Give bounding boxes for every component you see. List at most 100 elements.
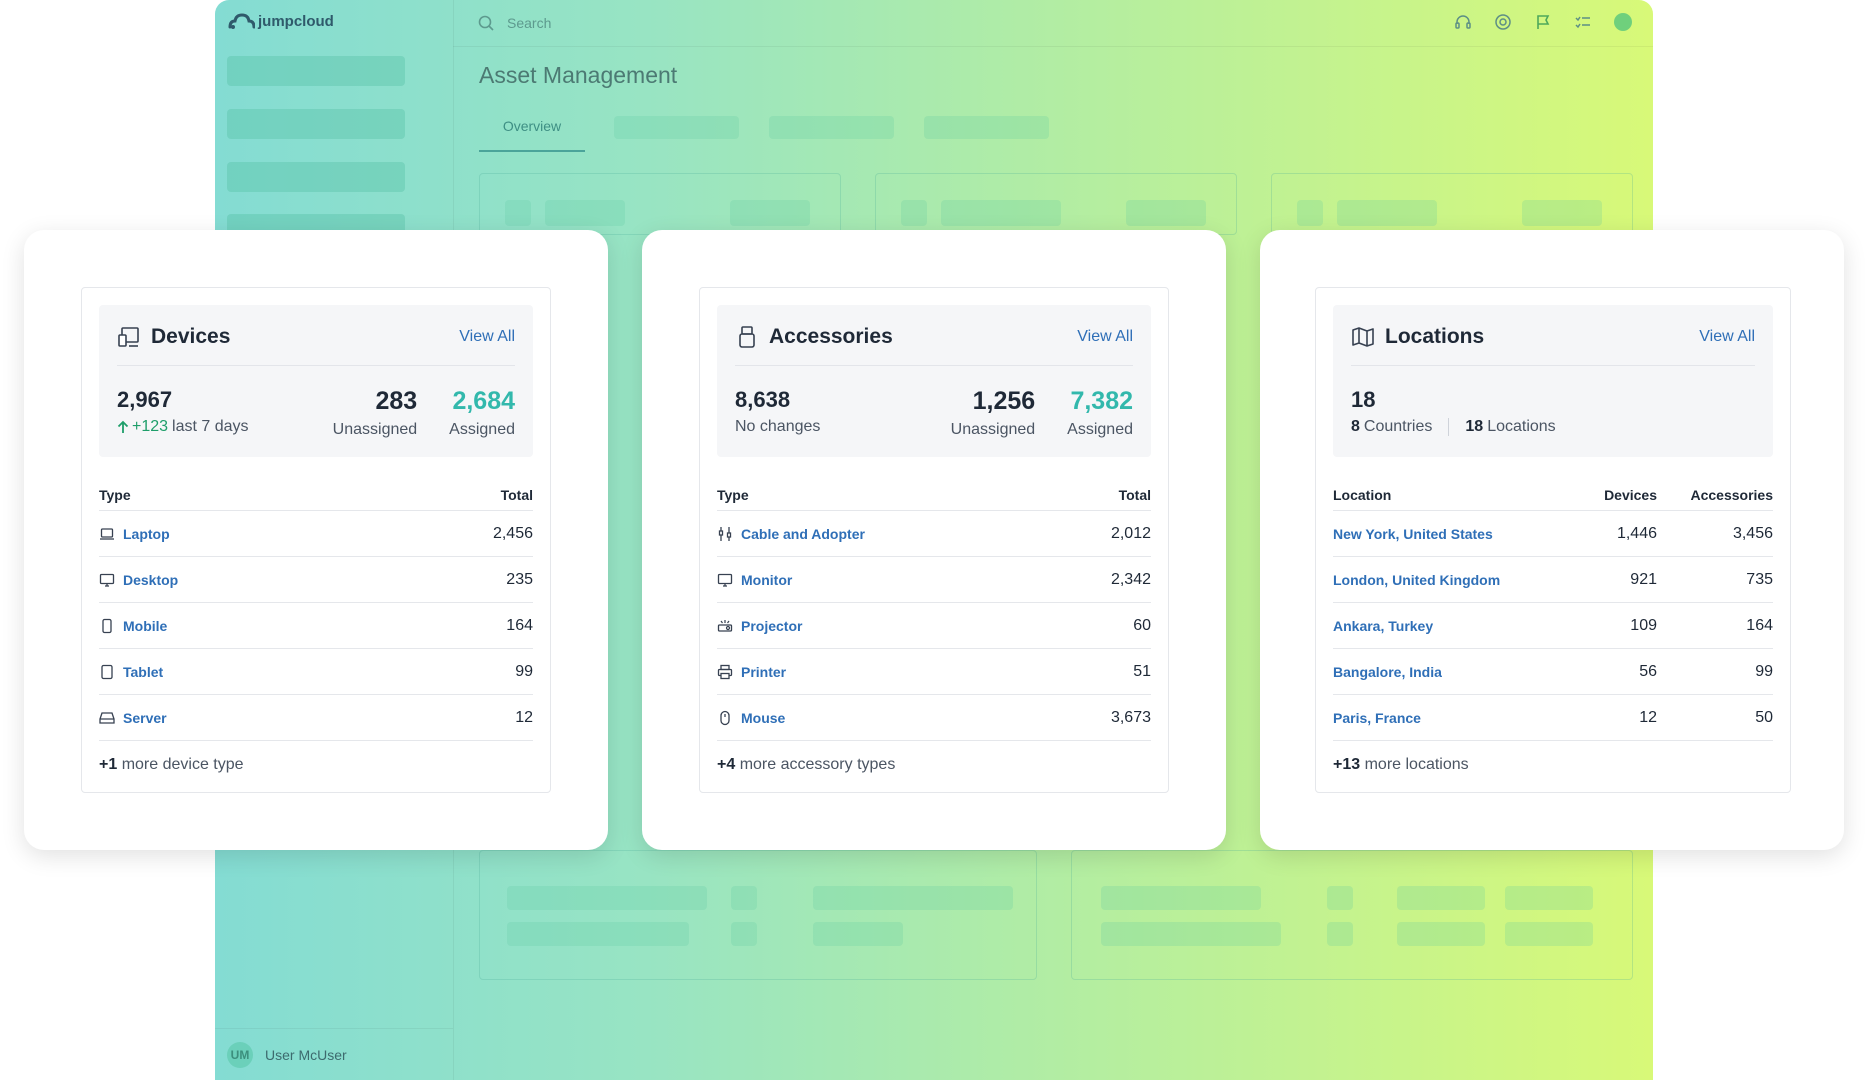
skeleton-bar (1397, 886, 1485, 910)
avatar[interactable]: UM (227, 1041, 253, 1068)
table-row: Paris, France 12 50 (1333, 695, 1773, 741)
image-placeholder-icon (731, 922, 757, 946)
row-devices: 56 (1639, 662, 1657, 680)
device-type-link[interactable]: Tablet (99, 664, 163, 680)
tab-skeleton[interactable] (924, 116, 1049, 139)
devices-icon (118, 327, 139, 347)
search-input[interactable]: Search (477, 14, 551, 32)
headset-icon[interactable] (1453, 12, 1473, 32)
table-row: Tablet 99 (99, 649, 533, 695)
location-link[interactable]: Paris, France (1333, 709, 1421, 726)
location-link[interactable]: London, United Kingdom (1333, 571, 1501, 588)
locations-total-block: 18 8 Countries 18 Locations (1351, 387, 1556, 436)
sidebar-skeleton-item[interactable] (227, 162, 405, 192)
row-accessories: 3,456 (1732, 524, 1773, 542)
accessory-type-link[interactable]: Monitor (717, 572, 792, 588)
map-icon (1352, 327, 1374, 347)
accessories-title-wrap: Accessories (735, 325, 893, 349)
accessories-total: 8,638 (735, 387, 791, 412)
devices-assigned-label: Assigned (449, 421, 515, 438)
location-link[interactable]: Bangalore, India (1333, 663, 1442, 680)
image-placeholder-icon (1327, 886, 1353, 910)
locations-panel: Locations View All 18 8 Countries 18 Loc… (1315, 287, 1791, 793)
accessories-assigned-value: 7,382 (1070, 387, 1133, 415)
row-total: 2,342 (1110, 570, 1151, 588)
column-total: Total (1118, 487, 1151, 503)
row-total: 60 (1133, 616, 1151, 634)
accessories-unassigned: 1,256 Unassigned (951, 387, 1036, 439)
devices-view-all-link[interactable]: View All (459, 328, 515, 345)
row-name[interactable]: Projector (741, 617, 803, 634)
device-type-link[interactable]: Laptop (99, 526, 170, 542)
row-name[interactable]: Tablet (123, 663, 164, 680)
device-type-link[interactable]: Desktop (99, 572, 178, 588)
row-devices: 1,446 (1616, 524, 1657, 542)
table-row: London, United Kingdom 921 735 (1333, 557, 1773, 603)
tab-overview[interactable]: Overview (479, 104, 585, 152)
row-name[interactable]: Server (123, 709, 167, 726)
search-placeholder: Search (507, 15, 552, 31)
devices-unassigned-value: 283 (375, 387, 418, 415)
location-link[interactable]: Ankara, Turkey (1333, 617, 1434, 634)
row-name[interactable]: Printer (741, 663, 787, 680)
skeleton-bar (507, 886, 707, 910)
locations-breakdown: 8 Countries 18 Locations (1351, 418, 1556, 436)
skeleton-bar (1522, 200, 1602, 226)
row-name[interactable]: Cable and Adopter (741, 525, 865, 542)
sidebar-skeleton-item[interactable] (227, 214, 405, 234)
more-count: +1 (99, 756, 118, 773)
row-name[interactable]: Mouse (741, 709, 786, 726)
user-footer[interactable]: UM User McUser (215, 1028, 453, 1080)
help-icon[interactable] (1493, 12, 1513, 32)
skeleton-bar (1397, 922, 1485, 946)
row-total: 235 (506, 570, 533, 588)
accessory-type-link[interactable]: Printer (717, 664, 786, 680)
countries-count: 8 (1351, 418, 1360, 435)
brand-name: jumpcloud (258, 12, 334, 30)
sidebar-skeleton-item[interactable] (227, 56, 405, 86)
server-icon (99, 711, 115, 724)
accessories-more-link[interactable]: +4 more accessory types (717, 756, 895, 774)
table-row: Cable and Adopter 2,012 (717, 511, 1151, 557)
accessories-assigned: 7,382 Assigned (1067, 387, 1133, 439)
row-total: 2,012 (1110, 524, 1151, 542)
devices-summary: Devices View All 2,967 +123 last 7 days … (99, 305, 533, 457)
column-accessories: Accessories (1690, 487, 1773, 503)
row-name[interactable]: Monitor (741, 571, 793, 588)
accessory-type-link[interactable]: Cable and Adopter (717, 526, 865, 542)
row-accessories: 99 (1755, 662, 1773, 680)
checklist-icon[interactable] (1573, 12, 1593, 32)
tab-skeleton[interactable] (614, 116, 739, 139)
devices-title: Devices (151, 325, 231, 348)
locations-view-all-link[interactable]: View All (1699, 328, 1755, 345)
row-devices: 109 (1630, 616, 1657, 634)
devices-header: Devices View All (117, 325, 515, 366)
accessory-type-link[interactable]: Mouse (717, 710, 785, 726)
skeleton-bar (813, 886, 1013, 910)
skeleton-bar (545, 200, 625, 226)
sidebar-skeleton-item[interactable] (227, 109, 405, 139)
devices-more-link[interactable]: +1 more device type (99, 756, 244, 774)
search-icon (478, 15, 494, 31)
flag-icon[interactable] (1533, 12, 1553, 32)
row-accessories: 735 (1746, 570, 1773, 588)
device-type-link[interactable]: Mobile (99, 618, 167, 634)
profile-avatar[interactable] (1613, 12, 1633, 32)
devices-trend-value: +123 (132, 418, 169, 435)
table-row: Projector 60 (717, 603, 1151, 649)
accessories-title: Accessories (769, 325, 893, 348)
row-name[interactable]: Laptop (123, 525, 170, 542)
devices-card: Devices View All 2,967 +123 last 7 days … (24, 230, 608, 850)
row-name[interactable]: Desktop (123, 571, 179, 588)
device-type-link[interactable]: Server (99, 710, 167, 726)
tab-skeleton[interactable] (769, 116, 894, 139)
accessory-type-link[interactable]: Projector (717, 618, 802, 634)
more-label: more device type (121, 756, 244, 773)
locations-more-link[interactable]: +13 more locations (1333, 756, 1469, 774)
table-row: Laptop 2,456 (99, 511, 533, 557)
accessories-view-all-link[interactable]: View All (1077, 328, 1133, 345)
row-name[interactable]: Mobile (123, 617, 168, 634)
location-link[interactable]: New York, United States (1333, 525, 1493, 542)
column-type: Type (99, 487, 131, 503)
accessories-summary: Accessories View All 8,638 No changes 1,… (717, 305, 1151, 457)
